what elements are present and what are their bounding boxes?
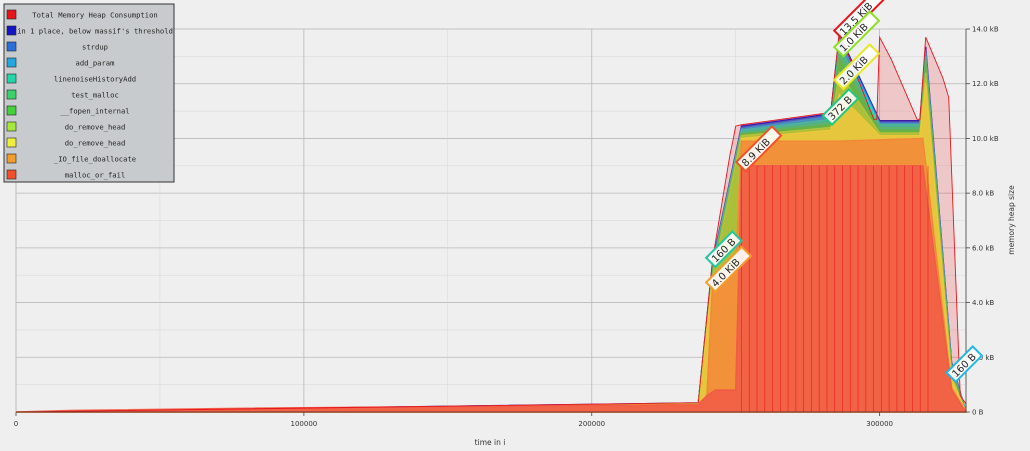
peak-label-box (821, 87, 860, 127)
legend-label: Total Memory Heap Consumption (32, 11, 158, 20)
x-tick-label: 100000 (291, 420, 318, 428)
legend-label: do_remove_head (65, 139, 126, 148)
legend-swatch (6, 121, 17, 132)
x-tick-label: 200000 (578, 420, 605, 428)
y-tick-label: 8.0 kB (972, 190, 994, 198)
total-envelope (15, 31, 967, 413)
legend-swatch (6, 41, 17, 52)
legend-box (3, 3, 175, 183)
legend: Total Memory Heap Consumption in 1 place,… (3, 3, 175, 183)
legend-swatch (6, 169, 17, 180)
legend-swatch (6, 25, 17, 36)
x-tick-label: 0 (14, 420, 18, 428)
legend-label: do_remove_head (65, 123, 126, 132)
legend-swatch (6, 9, 17, 20)
legend-label: strdup (82, 43, 108, 52)
total-memory-envelope (15, 31, 967, 413)
legend-label: linenoiseHistoryAdd (54, 75, 136, 84)
legend-swatch (6, 57, 17, 68)
y-tick-label: 2.0 kB (972, 354, 994, 362)
legend-swatch (6, 153, 17, 164)
y-tick-label: 6.0 kB (972, 244, 994, 252)
legend-swatch (6, 73, 17, 84)
legend-swatch (6, 105, 17, 116)
x-axis-title: time in i (475, 438, 506, 447)
allocation-spikes (741, 165, 929, 412)
y-tick-label: 4.0 kB (972, 299, 994, 307)
peak-label-box (704, 245, 753, 293)
legend-label: add_param (76, 59, 115, 68)
x-tick-label: 300000 (866, 420, 893, 428)
y-tick-label: 12.0 kB (972, 80, 999, 88)
legend-swatch (6, 137, 17, 148)
legend-label: __fopen_internal (60, 107, 129, 116)
peak-label-box (945, 345, 984, 384)
peak-label-box (832, 42, 881, 91)
axes: 0 100000 200000 300000 0 B 2.0 kB 4.0 kB 6.0 kB… (14, 26, 999, 429)
stacked-areas (15, 31, 968, 413)
peak-label-box (832, 10, 881, 58)
peak-label-box (704, 230, 743, 269)
y-tick-label: 0 B (972, 409, 984, 417)
y-tick-label: 14.0 kB (972, 26, 999, 34)
y-axis-title: memory heap size (1007, 185, 1016, 255)
peak-label-box (734, 125, 783, 173)
legend-label: test_malloc (71, 91, 119, 100)
legend-label: in 1 place, below massif's threshold (17, 27, 173, 36)
legend-label: _IO_file_doallocate (54, 155, 136, 164)
y-tick-label: 10.0 kB (972, 135, 999, 143)
legend-label: malloc_or_fail (65, 171, 126, 180)
legend-swatch (6, 89, 17, 100)
